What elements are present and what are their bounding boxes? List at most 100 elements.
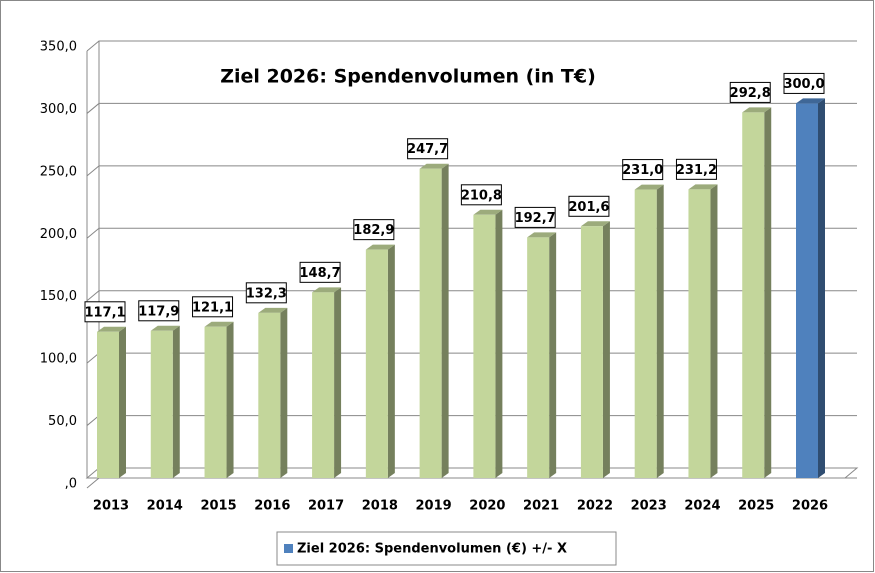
x-tick-label: 2017 [308,499,344,514]
bar [473,214,496,478]
value-label: 117,1 [84,305,125,320]
x-tick-label: 2014 [147,499,183,514]
value-label-box [622,159,664,181]
x-tick-label: 2025 [738,499,774,514]
value-label-box [568,195,610,217]
value-label-box [245,282,287,304]
x-tick-label: 2024 [684,499,720,514]
bar [258,312,281,478]
x-tick-label: 2019 [416,499,452,514]
bar [365,249,388,478]
bar-side [172,325,180,478]
legend-swatch [284,544,293,553]
value-label: 210,8 [461,188,502,203]
x-tick-label: 2016 [254,499,290,514]
bar [97,331,119,478]
bar-side [226,321,234,478]
value-label: 132,3 [246,286,287,301]
value-label-box [460,184,502,206]
bar-top [97,326,126,332]
bar-side [441,163,449,478]
value-label: 231,0 [622,163,663,178]
bar-side [549,232,557,478]
bar-top [580,221,610,227]
y-tick-label: 200,0 [40,227,77,242]
value-label-box [675,158,717,180]
legend-box [276,531,617,566]
bar-side [495,209,503,478]
value-label: 148,7 [300,266,341,281]
bar [419,168,442,478]
bar-side [602,221,610,478]
bar-top [258,307,288,313]
x-tick-label: 2026 [792,499,828,514]
grid-line [86,40,857,52]
bar [204,326,227,478]
bar-side [387,244,395,478]
value-label-box [783,72,825,94]
bar-side [119,326,126,478]
bar-side [764,107,772,479]
y-tick-label: 100,0 [40,352,77,367]
bar-top [688,184,718,190]
y-tick-label: 150,0 [40,289,77,304]
x-tick-label: 2018 [362,499,398,514]
value-label: 117,9 [138,304,179,319]
grid-line [86,165,857,177]
value-label-box [299,261,341,283]
value-label-box [514,206,556,228]
y-tick-label: 50,0 [48,414,77,429]
y-tick-label: 350,0 [40,40,77,55]
bar-top [365,244,395,250]
bar-top [150,325,180,331]
value-label: 182,9 [353,223,394,238]
chart-title: Ziel 2026: Spendenvolumen (in T€) [220,66,596,88]
y-tick-label: 300,0 [40,102,77,117]
value-label-box [192,296,234,318]
x-tick-label: 2022 [577,499,613,514]
value-label: 121,1 [192,300,233,315]
y-tick-label: ,0 [65,477,77,492]
bar-side [710,184,718,478]
value-label: 201,6 [568,200,609,215]
bar [150,330,173,478]
bar-top [419,163,449,169]
x-tick-label: 2021 [523,499,559,514]
value-label: 247,7 [407,142,448,157]
bar-top [473,209,503,215]
x-tick-label: 2023 [631,499,667,514]
legend-label: Ziel 2026: Spendenvolumen (€) +/- X [297,542,567,557]
bar [688,189,711,478]
bar [796,103,818,478]
value-label: 231,2 [676,163,717,178]
bar-top [742,107,772,113]
bar-top [527,232,557,238]
bar [312,292,335,478]
x-tick-label: 2020 [469,499,505,514]
value-label: 192,7 [515,211,556,226]
value-label-box [353,219,395,241]
bar-side [818,98,825,478]
bar-top [796,98,825,104]
value-label-box [729,81,771,103]
x-tick-label: 2013 [93,499,129,514]
value-label-box [84,301,126,323]
x-tick-label: 2015 [200,499,236,514]
bar [527,237,550,478]
bar [634,189,657,478]
value-label-box [407,138,449,160]
value-label-box [138,300,180,322]
bar-side [656,184,664,478]
bar-top [634,184,664,190]
bar-side [334,287,342,478]
bar-top [312,287,342,293]
bar-side [280,307,288,478]
y-tick-label: 250,0 [40,164,77,179]
bar-top [204,321,234,327]
grid-line [86,102,857,114]
bar [580,226,603,478]
value-label: 300,0 [783,77,824,92]
value-label: 292,8 [730,86,771,101]
bar [742,112,765,479]
